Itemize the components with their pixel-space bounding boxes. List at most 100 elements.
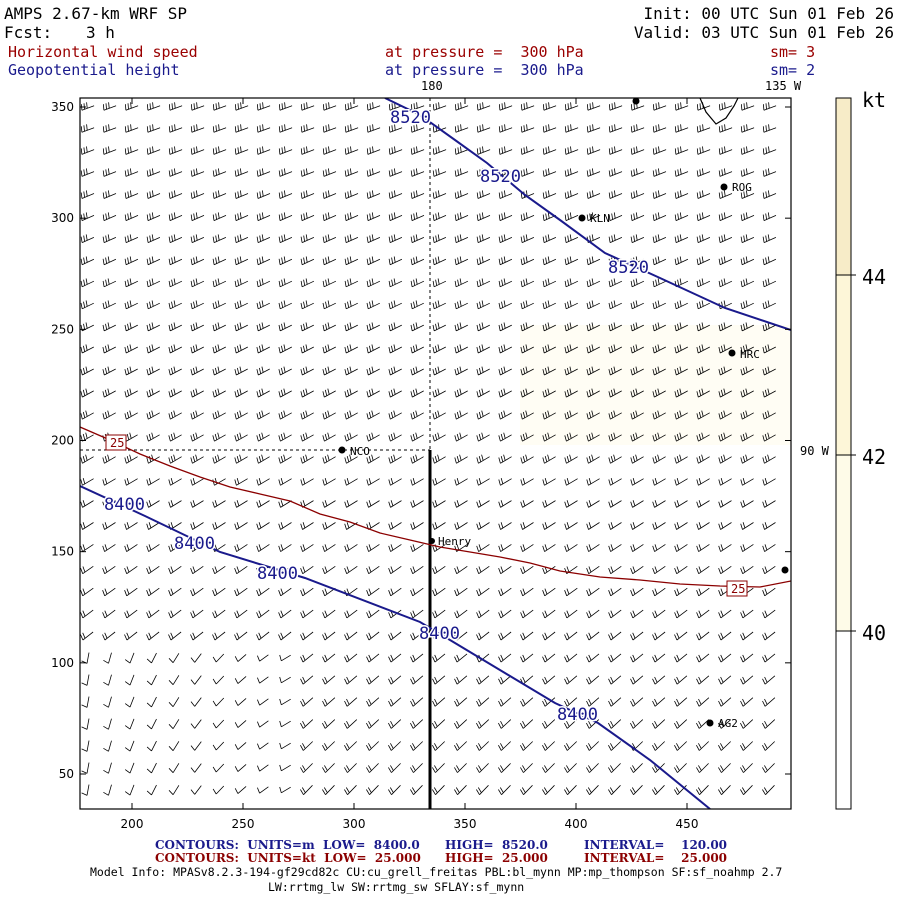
wind-barb [278, 388, 292, 398]
wind-barb [168, 256, 183, 266]
wind-barb [212, 741, 225, 751]
wind-barb [542, 741, 555, 751]
y-tick-label: 250 [51, 322, 74, 336]
wind-barb [498, 565, 512, 575]
wind-barb [498, 322, 512, 332]
wind-barb [234, 366, 248, 376]
wind-barb [301, 102, 315, 111]
wind-barb [366, 785, 379, 795]
wind-barb [190, 565, 204, 575]
wind-barb [102, 168, 117, 177]
wind-barb [520, 785, 533, 795]
wind-barb [696, 522, 710, 530]
wind-barb [256, 609, 270, 619]
wind-barb [762, 366, 776, 376]
wind-barb [168, 454, 182, 464]
wind-barb [652, 522, 666, 530]
wind-barb [674, 500, 688, 508]
wind-barb [234, 786, 247, 794]
wind-barb [410, 366, 424, 376]
wind-barb [498, 344, 512, 354]
wind-barb [718, 631, 732, 641]
wind-barb [146, 256, 161, 266]
wind-barb [433, 102, 447, 111]
wind-barb [278, 432, 292, 442]
wind-barb [454, 388, 468, 398]
wind-barb [432, 388, 446, 398]
wind-barb [80, 410, 94, 420]
wind-barb [124, 388, 138, 398]
wind-barb [608, 322, 622, 332]
wind-barb [256, 300, 270, 310]
wind-barb [498, 454, 512, 464]
wind-barb [762, 785, 775, 795]
wind-barb [498, 653, 512, 663]
wind-barb [762, 168, 777, 177]
wind-barb [322, 410, 336, 420]
wind-barb [388, 500, 402, 508]
wind-barb [168, 763, 180, 773]
wind-barb [630, 609, 644, 619]
wind-barb [124, 609, 138, 619]
wind-barb [740, 454, 754, 464]
station-label: KLN [590, 212, 610, 225]
wind-barb [102, 344, 116, 354]
wind-barb [696, 477, 710, 486]
wind-barb [366, 500, 380, 508]
wind-barb [762, 300, 776, 310]
wind-barb [762, 544, 776, 552]
wind-barb [608, 300, 622, 310]
wind-barb [410, 344, 424, 354]
wind-barb [652, 344, 666, 354]
wind-barb [81, 102, 95, 111]
wind-barb [212, 763, 225, 773]
wind-barb [146, 366, 160, 376]
wind-barb [718, 477, 732, 486]
wind-barb [498, 300, 512, 310]
wind-barb [81, 740, 90, 752]
wind-barb [168, 366, 182, 376]
wind-barb [741, 102, 755, 111]
wind-barb [564, 477, 578, 486]
wind-barb [542, 212, 557, 221]
wind-barb [366, 719, 380, 729]
wind-barb [608, 234, 623, 243]
wind-barb [652, 631, 666, 641]
wind-barb [762, 212, 777, 221]
wind-barb [344, 432, 358, 442]
wind-barb [234, 764, 247, 772]
wind-barb [762, 719, 776, 729]
wind-barb [190, 366, 204, 376]
wind-barb [190, 522, 204, 530]
wind-barb [652, 146, 667, 155]
wind-barb [234, 500, 248, 508]
wind-barb [410, 410, 424, 420]
wind-barb [322, 522, 336, 530]
wind-barb [608, 432, 622, 442]
wind-barb [630, 500, 644, 508]
wind-barb [476, 631, 490, 641]
wind-barb [102, 322, 116, 332]
wind-barb [344, 344, 358, 354]
wind-barb [124, 344, 138, 354]
wind-barb [344, 124, 359, 133]
wind-barb [432, 256, 447, 266]
wind-barb [322, 388, 336, 398]
wind-barb [300, 587, 314, 597]
wind-barb [388, 454, 402, 464]
wind-barb [630, 432, 644, 442]
wind-barb [124, 696, 135, 708]
wind-barb [454, 278, 469, 288]
wind-barb [586, 785, 599, 795]
wind-barb [146, 674, 157, 686]
wind-barb [234, 742, 247, 750]
wind-barb [476, 410, 490, 420]
wind-barb [124, 322, 138, 332]
wind-barb [476, 366, 490, 376]
wind-barb [256, 212, 271, 221]
wind-barb [300, 785, 313, 795]
wind-barb [388, 719, 402, 729]
wind-barb [124, 477, 138, 486]
wind-barb [564, 366, 578, 376]
height-label: 8400 [174, 534, 215, 554]
